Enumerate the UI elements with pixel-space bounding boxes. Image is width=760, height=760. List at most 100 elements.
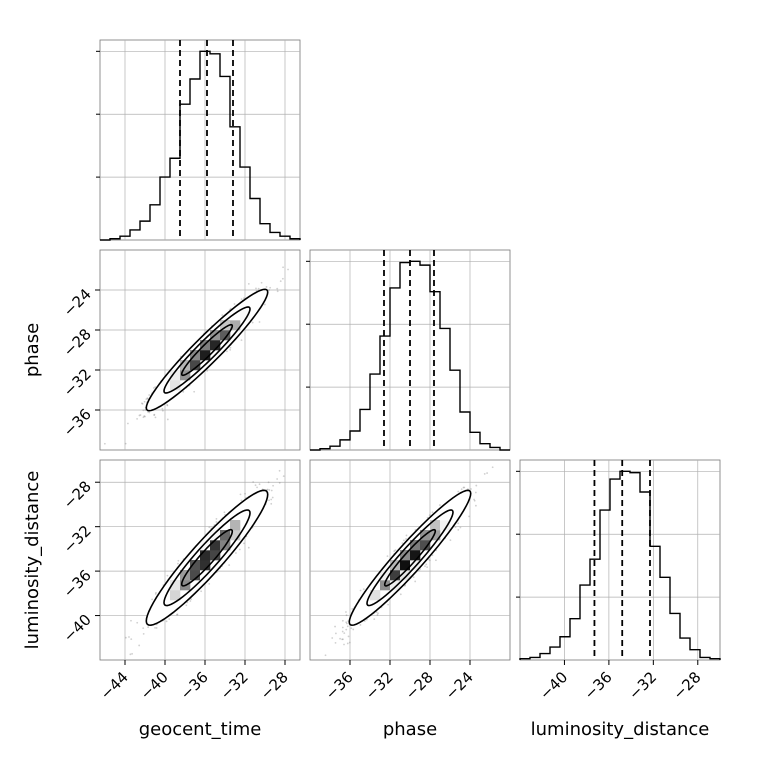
y-tick-label: −28 [60, 477, 95, 512]
x-tick-label: −28 [669, 668, 704, 703]
density-cell [170, 380, 181, 391]
density-cell [200, 350, 211, 361]
sample-point [193, 390, 196, 393]
histogram-panel-luminosity_distance [516, 459, 721, 661]
sample-point [287, 268, 289, 271]
density-cell [430, 530, 441, 541]
sample-point [240, 298, 243, 301]
sample-point [240, 339, 243, 342]
sample-point [401, 542, 404, 545]
sample-point [474, 491, 477, 494]
sample-point [166, 418, 169, 421]
sample-point [228, 564, 231, 566]
sample-point [491, 466, 494, 469]
sample-point [341, 630, 344, 633]
sample-point [405, 534, 408, 537]
sample-point [190, 598, 193, 601]
sample-point [215, 517, 218, 520]
sample-point [473, 499, 476, 502]
sample-point [278, 469, 281, 472]
sample-point [431, 554, 434, 557]
density-cell [200, 550, 211, 561]
sample-point [373, 618, 376, 621]
sample-point [251, 321, 254, 324]
sample-point [256, 486, 258, 489]
sample-point [268, 489, 271, 491]
density-cell [440, 520, 451, 531]
sample-point [161, 409, 164, 412]
x-tick-label: −40 [536, 668, 571, 703]
sample-point [165, 620, 168, 623]
density-cell [210, 340, 221, 351]
sample-point [233, 303, 236, 305]
contour-line-3sigma [145, 288, 269, 412]
sample-point [470, 488, 472, 490]
sample-point [457, 522, 460, 525]
density-cell [240, 510, 251, 521]
sample-point [145, 398, 148, 401]
scatter-panel-geocent_time-phase [99, 249, 301, 451]
sample-point [185, 604, 188, 607]
sample-point [342, 638, 344, 641]
sample-point [270, 502, 273, 505]
sample-point [279, 280, 282, 283]
sample-point [208, 582, 211, 585]
sample-point [103, 442, 106, 445]
sample-point [260, 281, 263, 284]
sample-point [424, 565, 426, 568]
sample-point [276, 290, 279, 293]
sample-point [136, 621, 139, 624]
sample-point [348, 641, 351, 644]
sample-point [168, 618, 171, 620]
sample-point [223, 511, 226, 514]
contour-line-2sigma [163, 509, 251, 607]
sample-point [146, 397, 149, 400]
contour-line-3sigma [348, 489, 472, 627]
sample-point [318, 666, 320, 668]
sample-point [334, 641, 337, 644]
sample-point [460, 488, 463, 491]
density-cell [170, 580, 181, 591]
sample-point [138, 644, 141, 647]
density-cell [370, 590, 381, 601]
sample-point [166, 404, 169, 407]
sample-point [454, 526, 457, 529]
sample-point [475, 484, 478, 487]
density-cell [390, 570, 401, 581]
sample-point [438, 504, 441, 506]
panel-frame [519, 459, 721, 661]
density-cell [190, 570, 201, 581]
sample-point [281, 277, 284, 280]
sample-point [457, 490, 460, 493]
sample-point [473, 498, 475, 501]
sample-point [387, 603, 390, 606]
sample-point [238, 548, 241, 551]
sample-point [428, 514, 431, 516]
density-cell [230, 530, 241, 541]
sample-point [404, 584, 406, 587]
sample-point [428, 559, 431, 562]
sample-point [226, 350, 228, 353]
sample-point [166, 574, 169, 577]
sample-point [154, 386, 157, 388]
histogram-panel-geocent_time [96, 39, 301, 241]
sample-point [276, 478, 279, 480]
sample-point [335, 632, 337, 635]
sample-point [229, 348, 232, 351]
density-cell [210, 530, 221, 541]
density-cell [170, 370, 181, 381]
histogram-step-line [519, 470, 721, 660]
sample-point [255, 287, 257, 290]
sample-point [182, 390, 185, 393]
x-tick-label: −36 [322, 668, 357, 703]
sample-point [343, 643, 345, 646]
sample-point [221, 314, 224, 317]
x-tick-label: −32 [625, 668, 660, 703]
sample-point [235, 552, 237, 554]
sample-point [459, 526, 462, 529]
density-cell [190, 360, 201, 371]
contour-line-2sigma [163, 306, 251, 394]
sample-point [271, 496, 274, 499]
sample-point [268, 499, 270, 502]
